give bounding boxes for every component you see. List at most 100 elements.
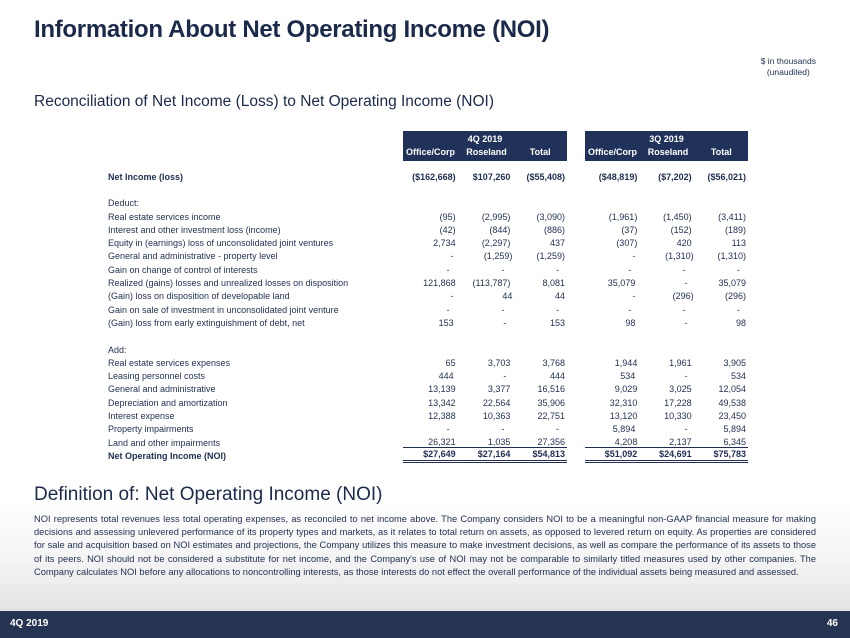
row-label: Property impairments [108, 424, 194, 435]
section-title: Reconciliation of Net Income (Loss) to N… [34, 93, 495, 110]
table-cell: - [684, 278, 688, 289]
table-cell: - [556, 304, 560, 315]
row-label: Interest and other investment loss (inco… [108, 224, 281, 235]
table-cell: (1,310) [717, 251, 746, 262]
table-row: Gain on sale of investment in unconsolid… [108, 303, 748, 316]
row-label: Deduct: [108, 198, 140, 209]
table-cell: 3,905 [723, 357, 746, 368]
table-row: Gain on change of control of interests - -… [108, 263, 748, 276]
table-cell: 13,139 [428, 384, 456, 395]
table-cell: (2,297) [481, 238, 511, 249]
table-cell: - [736, 264, 740, 275]
value-group-q3: 98 - 98 [585, 318, 748, 328]
table-cell: 3,377 [487, 384, 511, 395]
value-group-q3: 35,079 - 35,079 [585, 278, 748, 288]
value-group-q4: - 44 44 [403, 291, 567, 301]
units-note: $ in thousands (unaudited) [761, 56, 816, 78]
value-group-q3: 9,029 3,025 12,054 [585, 384, 748, 394]
table-cell: 9,029 [614, 384, 638, 395]
column-header: Total [710, 147, 732, 157]
table-cell: - [503, 371, 507, 382]
value-group-q3: --- [585, 265, 748, 275]
table-cell: ($48,819) [598, 171, 638, 182]
footer-bar: 4Q 2019 46 [0, 611, 850, 638]
table-cell: 32,310 [609, 397, 638, 408]
table-cell: (42) [439, 224, 456, 235]
value-group-q4: 26,321 1,035 27,356 [403, 437, 567, 449]
table-cell: $75,783 [713, 449, 746, 460]
value-group-q3: 32,310 17,228 49,538 [585, 398, 748, 408]
row-label: Gain on sale of investment in unconsolid… [108, 304, 339, 315]
row-label: Add: [108, 344, 127, 355]
column-header: Total [529, 147, 551, 157]
table-cell: - [684, 371, 688, 382]
table-cell: 35,079 [607, 278, 636, 289]
table-row: General and administrative - property le… [108, 250, 748, 263]
table-cell: 420 [676, 238, 692, 249]
table-row [108, 330, 748, 343]
table-cell: - [501, 264, 505, 275]
table-cell: - [628, 304, 632, 315]
table-cell: - [450, 251, 454, 262]
table-row: Realized (gains) losses and unrealized l… [108, 276, 748, 289]
units-note-line2: (unaudited) [766, 67, 810, 77]
table-cell: - [628, 264, 632, 275]
table-cell: ($56,021) [707, 171, 746, 182]
row-label: General and administrative - property le… [108, 251, 278, 262]
table-cell: - [450, 291, 454, 302]
table-cell: (1,259) [483, 251, 513, 262]
table-cell: - [446, 424, 450, 435]
table-cell: 98 [625, 317, 636, 328]
value-group-q3: 5,894 - 5,894 [585, 424, 748, 434]
table-row: Add: [108, 343, 748, 356]
table-cell: (1,450) [663, 211, 692, 222]
table-cell: 22,564 [482, 397, 511, 408]
table-cell: - [446, 304, 450, 315]
table-row: Leasing personnel costs 444 - 444 534 - 534 [108, 369, 748, 382]
value-group-q4: ($162,668) $107,260 ($55,408) [403, 172, 567, 182]
table-cell: 444 [438, 371, 454, 382]
row-label: Interest expense [108, 410, 175, 421]
value-group-q3: 4,208 2,137 6,345 [585, 437, 748, 449]
table-row: General and administrative 13,139 3,377 16,… [108, 383, 748, 396]
table-row: Net Operating Income (NOI) $27,649 $27,164… [108, 449, 748, 464]
table-cell: (296) [672, 291, 694, 302]
table-cell: $27,164 [477, 449, 511, 460]
table-cell: - [501, 304, 505, 315]
table-cell: 113 [731, 238, 746, 249]
value-group-q3: - (296) (296) [585, 291, 748, 301]
value-group-q3: 1,944 1,961 3,905 [585, 358, 748, 368]
table-cell: (37) [621, 224, 638, 235]
table-cell: - [501, 424, 505, 435]
row-label: Depreciation and amortization [108, 397, 228, 408]
value-group-q4: 121,868 (113,787) 8,081 [403, 278, 567, 288]
table-cell: (189) [724, 224, 746, 235]
value-group-q3: ($48,819) ($7,202) ($56,021) [585, 172, 748, 182]
table-cell: 27,356 [537, 437, 566, 448]
table-cell: 5,894 [723, 424, 746, 435]
table-cell: 121,868 [423, 278, 456, 289]
table-cell: 5,894 [612, 424, 636, 435]
table-cell: 12,388 [428, 410, 456, 421]
table-header: 4Q 2019 Office/Corp Roseland Total 3Q 2019 Of… [108, 131, 748, 161]
table-cell: ($162,668) [412, 171, 456, 182]
table-cell: 534 [730, 371, 746, 382]
table-cell: 23,450 [718, 410, 746, 421]
column-header: Office/Corp [588, 147, 638, 157]
table-row: (Gain) loss from early extinguishment of… [108, 316, 748, 329]
value-group-q4: --- [403, 424, 567, 434]
value-group-q3: - (1,310) (1,310) [585, 251, 748, 261]
table-cell: $51,092 [604, 449, 638, 460]
period-label: 4Q 2019 [467, 134, 503, 144]
table-cell: (3,090) [536, 211, 566, 222]
table-cell: 13,342 [428, 397, 456, 408]
column-header: Roseland [466, 147, 507, 157]
table-cell: (296) [724, 291, 746, 302]
table-cell: - [684, 424, 688, 435]
table-cell: 1,944 [614, 357, 638, 368]
value-group-q3: $51,092 $24,691 $75,783 [585, 449, 748, 464]
value-group-q4: (95) (2,995) (3,090) [403, 212, 567, 222]
row-label: General and administrative [108, 384, 216, 395]
table-cell: (1,961) [608, 211, 638, 222]
